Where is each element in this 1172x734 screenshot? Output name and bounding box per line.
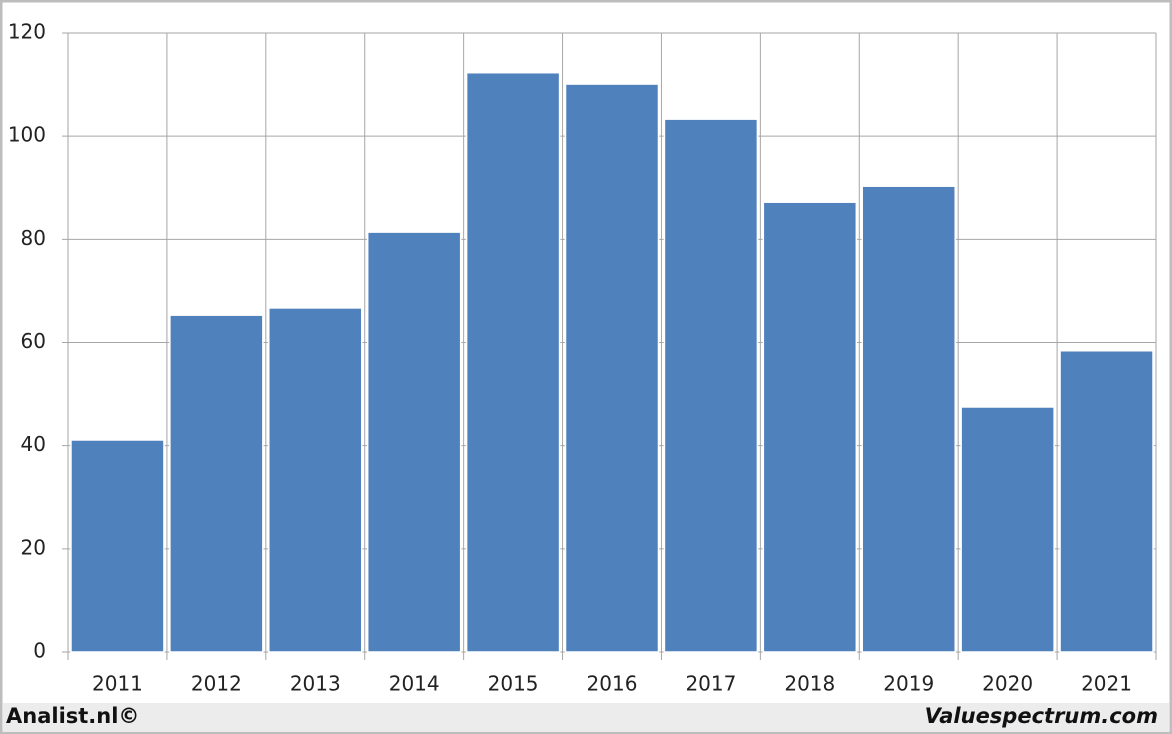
x-tick-label: 2016 — [587, 672, 638, 696]
footer-left: Analist.nl© — [6, 704, 139, 728]
x-tick-label: 2020 — [982, 672, 1033, 696]
x-tick-label: 2018 — [784, 672, 835, 696]
bar — [1059, 350, 1154, 653]
bar — [663, 118, 759, 653]
bar — [861, 185, 956, 653]
x-tick-label: 2017 — [685, 672, 736, 696]
y-tick-label: 120 — [8, 20, 46, 44]
x-tick-label: 2014 — [389, 672, 440, 696]
bar — [564, 83, 660, 653]
bar — [70, 439, 165, 653]
bar — [762, 201, 858, 653]
x-tick-label: 2011 — [92, 672, 143, 696]
y-tick-label: 80 — [21, 226, 46, 250]
y-tick-label: 60 — [21, 329, 46, 353]
footer-band — [3, 703, 1169, 732]
bar — [465, 71, 561, 653]
bar — [366, 231, 462, 653]
x-tick-label: 2013 — [290, 672, 341, 696]
y-tick-label: 40 — [21, 432, 46, 456]
x-tick-label: 2019 — [883, 672, 934, 696]
x-tick-label: 2021 — [1081, 672, 1132, 696]
y-tick-label: 100 — [8, 123, 46, 147]
x-tick-label: 2015 — [488, 672, 539, 696]
bar — [960, 406, 1055, 653]
x-tick-label: 2012 — [191, 672, 242, 696]
y-tick-label: 0 — [33, 639, 46, 663]
bar — [169, 314, 264, 653]
bar — [268, 307, 363, 653]
footer-right: Valuespectrum.com — [925, 704, 1158, 728]
y-tick-label: 20 — [21, 535, 46, 559]
